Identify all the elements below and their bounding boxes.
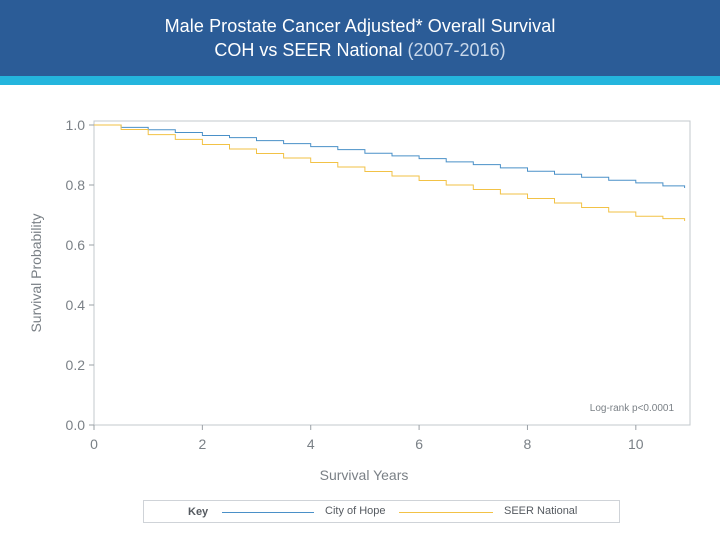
- x-tick-label: 4: [307, 436, 315, 452]
- legend-swatch-city-of-hope: [222, 512, 314, 513]
- x-tick-label: 0: [90, 436, 98, 452]
- x-axis: 0 2 4 6 8 10: [90, 425, 644, 452]
- chart-title-line2: COH vs SEER National (2007-2016): [0, 40, 720, 61]
- chart-header: Male Prostate Cancer Adjusted* Overall S…: [0, 0, 720, 76]
- plot-frame: [93, 120, 691, 426]
- legend-title: Key: [188, 506, 209, 518]
- series-layer: [94, 124, 686, 221]
- x-tick-label: 6: [415, 436, 423, 452]
- x-tick-label: 8: [524, 436, 532, 452]
- x-axis-label: Survival Years: [320, 467, 409, 483]
- x-tick-label: 10: [628, 436, 644, 452]
- chart-title-daterange: (2007-2016): [407, 40, 506, 60]
- legend: Key City of Hope SEER National: [143, 500, 620, 523]
- y-axis: 0.0 0.2 0.4 0.6 0.8 1.0: [66, 117, 94, 433]
- legend-swatch-seer-national: [399, 512, 493, 513]
- chart-title-line1: Male Prostate Cancer Adjusted* Overall S…: [164, 16, 556, 36]
- chart-title-main: COH vs SEER National: [214, 40, 403, 60]
- logrank-annotation: Log-rank p<0.0001: [590, 403, 675, 414]
- y-tick-label: 0.6: [66, 237, 86, 253]
- accent-bar: [0, 76, 720, 85]
- y-tick-label: 0.0: [66, 417, 86, 433]
- y-tick-label: 0.8: [66, 177, 86, 193]
- series-line-seer-national: [94, 124, 686, 221]
- x-tick-label: 2: [198, 436, 206, 452]
- y-axis-label: Survival Probability: [28, 213, 44, 332]
- legend-label-seer-national: SEER National: [504, 505, 578, 517]
- y-tick-label: 0.2: [66, 357, 86, 373]
- y-tick-label: 0.4: [66, 297, 86, 313]
- y-tick-label: 1.0: [66, 117, 86, 133]
- series-line-city-of-hope: [94, 124, 686, 188]
- legend-label-city-of-hope: City of Hope: [325, 505, 386, 517]
